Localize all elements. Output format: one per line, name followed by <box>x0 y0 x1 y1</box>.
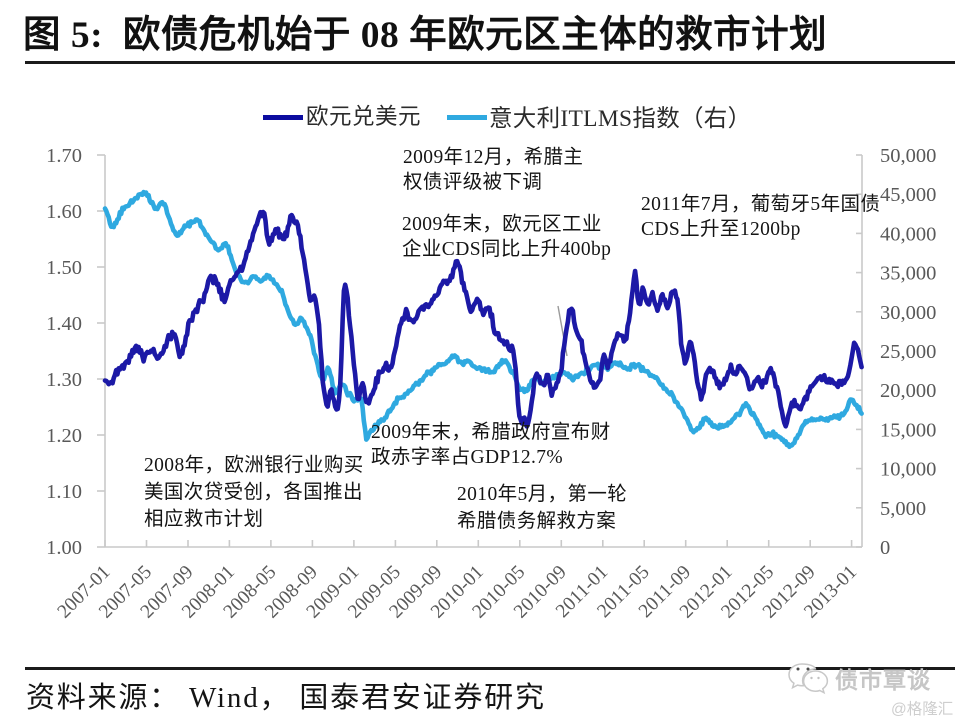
svg-text:30,000: 30,000 <box>880 302 936 324</box>
svg-text:1.00: 1.00 <box>46 537 82 559</box>
svg-text:5,000: 5,000 <box>880 498 926 520</box>
svg-text:40,000: 40,000 <box>880 223 936 245</box>
svg-text:10,000: 10,000 <box>880 459 936 481</box>
svg-text:45,000: 45,000 <box>880 184 936 206</box>
svg-text:15,000: 15,000 <box>880 419 936 441</box>
svg-text:25,000: 25,000 <box>880 341 936 363</box>
svg-text:1.60: 1.60 <box>46 201 82 223</box>
svg-text:1.50: 1.50 <box>46 257 82 279</box>
svg-text:1.20: 1.20 <box>46 425 82 447</box>
svg-text:1.10: 1.10 <box>46 481 82 503</box>
svg-text:35,000: 35,000 <box>880 263 936 285</box>
svg-text:20,000: 20,000 <box>880 380 936 402</box>
svg-text:0: 0 <box>880 537 890 559</box>
svg-text:1.40: 1.40 <box>46 313 82 335</box>
svg-text:1.30: 1.30 <box>46 369 82 391</box>
svg-text:1.70: 1.70 <box>46 145 82 167</box>
svg-text:50,000: 50,000 <box>880 145 936 167</box>
